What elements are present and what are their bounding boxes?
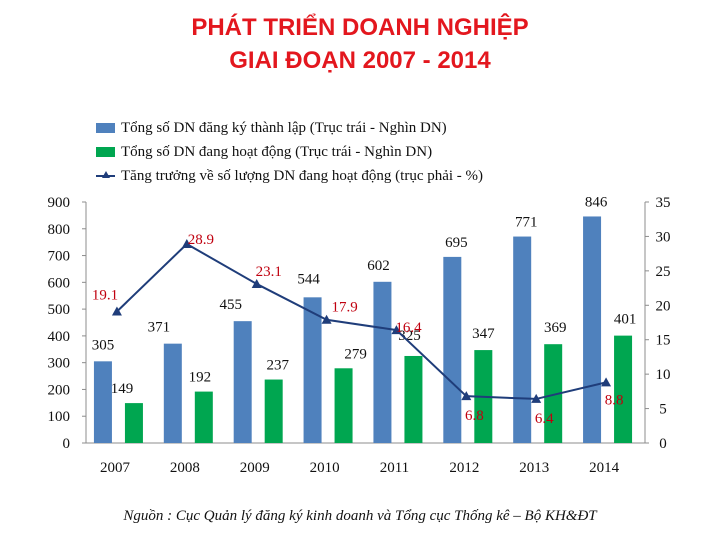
legend-swatch-growth bbox=[96, 171, 115, 181]
data-label-registered: 544 bbox=[297, 271, 320, 287]
data-label-registered: 602 bbox=[367, 258, 390, 274]
right-tick-label: 25 bbox=[656, 264, 671, 280]
left-tick-label: 900 bbox=[48, 195, 71, 211]
growth-marker bbox=[461, 391, 472, 401]
left-tick-label: 300 bbox=[48, 356, 71, 372]
right-tick-label: 10 bbox=[656, 367, 671, 383]
data-label-growth: 6.8 bbox=[465, 408, 484, 424]
legend-swatch-registered bbox=[96, 123, 115, 133]
right-tick-label: 5 bbox=[659, 402, 667, 418]
data-label-active: 401 bbox=[614, 312, 637, 328]
data-label-active: 279 bbox=[344, 346, 367, 362]
source-note: Nguồn : Cục Quản lý đăng ký kinh doanh v… bbox=[123, 508, 597, 524]
growth-marker bbox=[181, 239, 192, 249]
x-tick-label: 2011 bbox=[380, 460, 409, 476]
bar-active bbox=[124, 403, 143, 443]
left-tick-label: 0 bbox=[63, 436, 71, 452]
data-label-active: 325 bbox=[398, 328, 421, 344]
data-label-registered: 455 bbox=[219, 297, 242, 313]
left-tick-label: 100 bbox=[48, 409, 71, 425]
growth-marker bbox=[391, 325, 402, 335]
growth-marker bbox=[111, 306, 122, 316]
x-tick-label: 2014 bbox=[589, 460, 620, 476]
chart-legend: Tổng số DN đăng ký thành lập (Trục trái … bbox=[96, 116, 483, 188]
x-tick-label: 2013 bbox=[519, 460, 549, 476]
bar-active bbox=[404, 355, 423, 443]
legend-label-registered: Tổng số DN đăng ký thành lập (Trục trái … bbox=[121, 119, 447, 136]
legend-label-growth: Tăng trưởng về số lượng DN đang hoạt độn… bbox=[121, 167, 484, 184]
bar-active bbox=[544, 344, 563, 443]
chart-title-line-1: PHÁT TRIỂN DOANH NGHIỆP bbox=[191, 14, 529, 41]
right-tick-label: 30 bbox=[656, 229, 671, 245]
data-label-growth: 28.9 bbox=[188, 232, 214, 248]
right-tick-label: 0 bbox=[659, 436, 667, 452]
data-label-active: 237 bbox=[266, 358, 289, 374]
bar-registered bbox=[163, 343, 182, 443]
right-tick-label: 35 bbox=[656, 195, 671, 211]
right-tick-label: 20 bbox=[656, 298, 671, 314]
bar-registered bbox=[513, 236, 532, 443]
data-label-active: 192 bbox=[189, 370, 212, 386]
data-label-growth: 19.1 bbox=[92, 287, 118, 303]
data-label-growth: 23.1 bbox=[256, 264, 282, 280]
growth-line bbox=[116, 242, 607, 400]
left-tick-label: 400 bbox=[48, 329, 71, 345]
x-tick-label: 2010 bbox=[310, 460, 340, 476]
data-label-growth: 17.9 bbox=[331, 300, 357, 316]
legend-item-active: Tổng số DN đang hoạt động (Trục trái - N… bbox=[96, 140, 483, 164]
left-tick-label: 600 bbox=[48, 275, 71, 291]
left-tick-label: 500 bbox=[48, 302, 71, 318]
bar-active bbox=[334, 368, 353, 443]
legend-item-registered: Tổng số DN đăng ký thành lập (Trục trái … bbox=[96, 116, 483, 140]
bar-registered bbox=[443, 256, 462, 443]
data-label-registered: 695 bbox=[445, 235, 468, 251]
growth-marker bbox=[531, 393, 542, 403]
left-tick-label: 200 bbox=[48, 382, 71, 398]
data-label-active: 347 bbox=[472, 326, 495, 342]
right-tick-label: 15 bbox=[656, 333, 671, 349]
data-label-growth: 16.4 bbox=[395, 320, 422, 336]
bar-registered bbox=[233, 321, 252, 443]
data-label-registered: 371 bbox=[148, 320, 171, 336]
legend-label-active: Tổng số DN đang hoạt động (Trục trái - N… bbox=[121, 143, 433, 160]
growth-marker bbox=[321, 314, 332, 324]
bar-active bbox=[264, 379, 283, 443]
bar-active bbox=[194, 391, 213, 443]
data-label-registered: 771 bbox=[515, 215, 538, 231]
x-tick-label: 2012 bbox=[449, 460, 479, 476]
data-label-active: 149 bbox=[111, 381, 134, 397]
bar-registered bbox=[583, 216, 602, 443]
bar-registered bbox=[373, 281, 392, 443]
bar-active bbox=[614, 335, 633, 443]
growth-marker bbox=[601, 377, 612, 387]
growth-marker bbox=[251, 278, 262, 288]
data-label-growth: 6.4 bbox=[535, 411, 554, 427]
x-tick-label: 2009 bbox=[240, 460, 270, 476]
x-tick-label: 2007 bbox=[100, 460, 131, 476]
data-label-growth: 8.8 bbox=[605, 392, 624, 408]
data-label-registered: 305 bbox=[92, 337, 115, 353]
legend-swatch-active bbox=[96, 147, 115, 157]
data-label-registered: 846 bbox=[585, 194, 608, 210]
left-tick-label: 700 bbox=[48, 249, 71, 265]
bar-registered bbox=[93, 361, 112, 443]
chart-title-line-2: GIAI ĐOẠN 2007 - 2014 bbox=[229, 47, 491, 74]
bar-registered bbox=[303, 297, 322, 443]
legend-item-growth: Tăng trưởng về số lượng DN đang hoạt độn… bbox=[96, 164, 483, 188]
data-label-active: 369 bbox=[544, 320, 567, 336]
left-tick-label: 800 bbox=[48, 222, 71, 238]
x-tick-label: 2008 bbox=[170, 460, 200, 476]
